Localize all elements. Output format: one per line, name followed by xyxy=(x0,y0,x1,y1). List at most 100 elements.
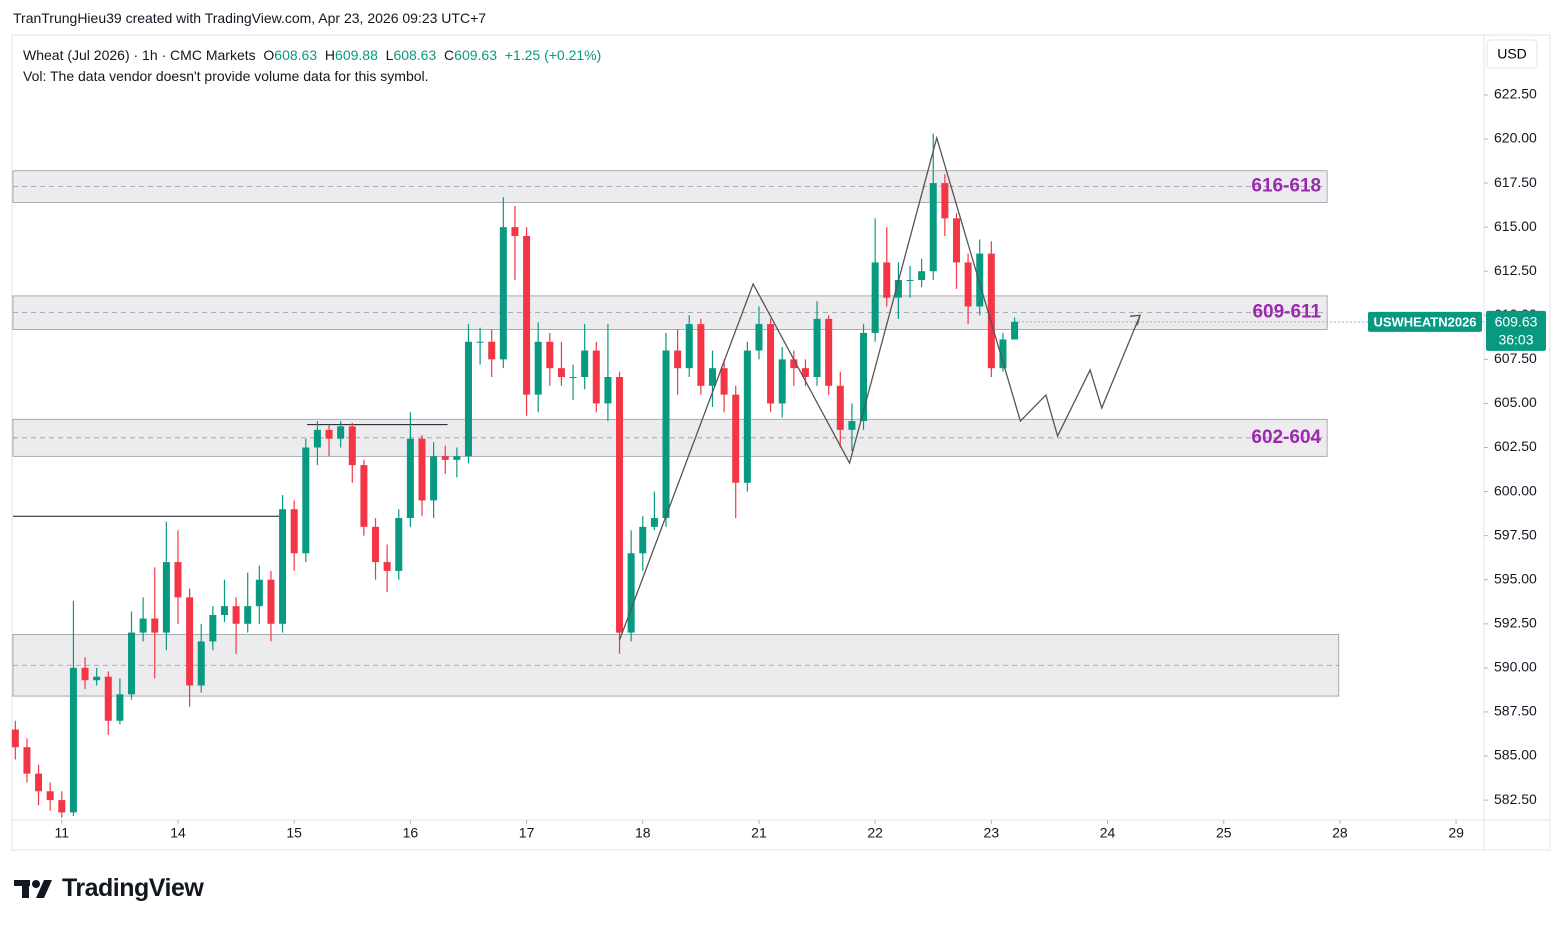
candle-body xyxy=(592,350,600,404)
candle-body xyxy=(453,456,461,460)
candle-body xyxy=(209,614,217,642)
legend-close: 609.63 xyxy=(454,47,497,63)
x-tick-label: 21 xyxy=(751,825,767,841)
candle-body xyxy=(104,676,112,721)
currency: USD xyxy=(1497,46,1527,62)
candle-body xyxy=(836,385,844,430)
candle-body xyxy=(674,350,682,369)
candle-body xyxy=(186,597,194,686)
x-tick-label: 15 xyxy=(286,825,302,841)
x-tick-label: 29 xyxy=(1448,825,1464,841)
symbol-label-box xyxy=(1368,311,1482,332)
candle-body xyxy=(348,426,356,466)
legend-key: O xyxy=(263,47,275,63)
y-tick-label: 607.50 xyxy=(1494,350,1537,366)
candle-body xyxy=(534,341,542,395)
currency-button[interactable] xyxy=(1486,39,1538,69)
candle-body xyxy=(464,341,472,457)
symbol-title: Wheat (Jul 2026) · 1h · CMC Markets xyxy=(23,47,256,63)
candle-body xyxy=(569,376,577,378)
candle-body xyxy=(650,518,658,527)
candle-body xyxy=(244,606,252,624)
volume-note: Vol: The data vendor doesn't provide vol… xyxy=(23,68,429,84)
y-tick-label: 595.00 xyxy=(1494,570,1537,586)
y-tick-label: 587.50 xyxy=(1494,703,1537,719)
candle-body xyxy=(790,359,798,369)
candle-body xyxy=(767,324,775,404)
candle-body xyxy=(906,280,914,282)
y-tick-label: 585.00 xyxy=(1494,747,1537,763)
candle-body xyxy=(290,509,298,554)
candle-body xyxy=(23,747,31,774)
candle-body xyxy=(813,318,821,377)
candle-body xyxy=(406,438,414,519)
candle-body xyxy=(441,456,449,460)
candle-body xyxy=(511,227,519,236)
logo-text: TradingView xyxy=(62,874,204,902)
candle-body xyxy=(58,800,66,813)
y-tick-label: 582.50 xyxy=(1494,791,1537,807)
candle-body xyxy=(337,426,345,439)
candle-body xyxy=(848,421,856,430)
candle-body xyxy=(557,368,565,377)
y-tick-label: 605.00 xyxy=(1494,394,1537,410)
last-price-label: 609.63 xyxy=(1495,314,1538,330)
candle-body xyxy=(801,368,809,377)
y-tick-label: 600.00 xyxy=(1494,482,1537,498)
candle-body xyxy=(279,509,287,624)
candle-body xyxy=(383,562,391,571)
candle-body xyxy=(151,618,159,633)
candle-body xyxy=(697,324,705,386)
candle-body xyxy=(93,676,101,681)
candle-body xyxy=(999,339,1007,369)
candle-body xyxy=(987,253,995,369)
plot: 582.50 585.00 587.50 590.00 592.50 595.00 597.… xyxy=(11,86,1546,841)
candle-body xyxy=(755,324,763,351)
candle-body xyxy=(302,447,310,554)
candle-body xyxy=(627,553,635,633)
x-tick-label: 22 xyxy=(867,825,883,841)
candle-body xyxy=(860,332,868,422)
candle-body xyxy=(325,429,333,439)
candle-body xyxy=(871,262,879,333)
candle-body xyxy=(197,641,205,686)
legend-open: 608.63 xyxy=(274,47,318,63)
y-tick-label: 590.00 xyxy=(1494,659,1537,675)
candle-body xyxy=(418,438,426,501)
y-tick-label: 620.00 xyxy=(1494,130,1537,146)
candle-body xyxy=(360,465,368,527)
x-tick-label: 18 xyxy=(635,825,651,841)
x-tick-label: 14 xyxy=(170,825,186,841)
candle-body xyxy=(685,324,693,369)
legend-low: 608.63 xyxy=(393,47,437,63)
candle-body xyxy=(488,341,496,360)
candle-body xyxy=(825,318,833,386)
candle-body xyxy=(116,694,124,721)
candle-body xyxy=(267,579,275,624)
x-tick-label: 23 xyxy=(984,825,1000,841)
x-tick-label: 25 xyxy=(1216,825,1232,841)
legend: Wheat (Jul 2026) · 1h · CMC Markets O608… xyxy=(23,45,601,87)
x-tick-label: 16 xyxy=(403,825,419,841)
zone-label: 616-618 xyxy=(1251,176,1321,197)
countdown-label: 36:03 xyxy=(1498,332,1533,348)
x-tick-label: 28 xyxy=(1332,825,1348,841)
candle-body xyxy=(35,773,43,792)
candle-body xyxy=(220,606,228,615)
candle-body xyxy=(720,368,728,395)
legend-high: 609.88 xyxy=(335,47,378,63)
candle-body xyxy=(952,218,960,263)
chart-frame xyxy=(11,34,1551,851)
legend-key: H xyxy=(324,47,336,63)
y-tick-label: 592.50 xyxy=(1494,614,1537,630)
candle-body xyxy=(743,350,751,483)
y-tick-label: 597.50 xyxy=(1494,526,1537,542)
y-tick-label: 622.50 xyxy=(1494,86,1537,102)
candle-body xyxy=(128,632,136,695)
legend-ohlc: Wheat (Jul 2026) · 1h · CMC Markets O608… xyxy=(23,45,601,66)
candle-body xyxy=(929,183,937,272)
projection-path xyxy=(618,135,1141,641)
candle-body xyxy=(81,667,89,681)
candle-body xyxy=(883,262,891,298)
